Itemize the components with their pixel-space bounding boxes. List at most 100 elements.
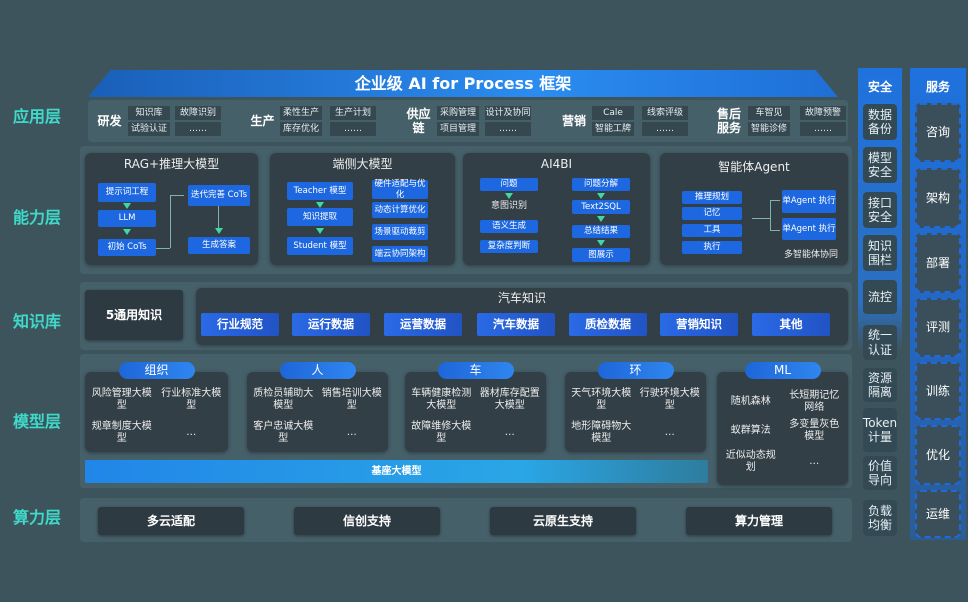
bi-step[interactable]: 语义生成 bbox=[480, 220, 538, 233]
security-item[interactable]: 统一认证 bbox=[863, 325, 897, 360]
app-item[interactable]: 知识库 bbox=[128, 106, 170, 120]
security-item[interactable]: 数据备份 bbox=[863, 104, 897, 140]
app-item[interactable]: 车智见 bbox=[748, 106, 790, 120]
model-item[interactable]: 蚁群算法 bbox=[730, 425, 771, 436]
agent-capability[interactable]: 工具 bbox=[682, 224, 742, 237]
model-item[interactable]: 长短期记忆网络 bbox=[789, 390, 840, 413]
service-item[interactable]: 架构 bbox=[915, 168, 961, 228]
model-item[interactable]: 器材库存配置大模型 bbox=[479, 388, 540, 411]
rag-step[interactable]: 初始 CoTs bbox=[98, 239, 156, 256]
model-item[interactable]: 质检员辅助大模型 bbox=[253, 388, 314, 411]
app-item[interactable]: 试验认证 bbox=[128, 122, 170, 136]
model-item[interactable]: 故障维修大模型 bbox=[411, 421, 472, 444]
edge-feature[interactable]: 端云协同架构 bbox=[372, 246, 428, 262]
service-item[interactable]: 评测 bbox=[915, 298, 961, 357]
service-item[interactable]: 部署 bbox=[915, 233, 961, 293]
model-item[interactable]: 行业标准大模型 bbox=[161, 388, 222, 411]
app-item[interactable]: 故障预警 bbox=[800, 106, 846, 120]
app-item[interactable]: …… bbox=[800, 122, 846, 136]
edge-feature[interactable]: 动态计算优化 bbox=[372, 202, 428, 218]
compute-item[interactable]: 算力管理 bbox=[686, 507, 832, 535]
app-item[interactable]: …… bbox=[175, 122, 221, 136]
model-category-pill[interactable]: 车 bbox=[437, 362, 514, 379]
rag-step[interactable]: 提示词工程 bbox=[98, 183, 156, 202]
model-item[interactable]: … bbox=[664, 427, 675, 438]
knowledge-item[interactable]: 运营数据 bbox=[384, 313, 462, 336]
security-item[interactable]: 资源隔离 bbox=[863, 368, 897, 402]
model-item[interactable]: … bbox=[504, 427, 515, 438]
model-item[interactable]: 近似动态规划 bbox=[725, 450, 776, 473]
agent-capability[interactable]: 记忆 bbox=[682, 207, 742, 220]
compute-item[interactable]: 云原生支持 bbox=[490, 507, 636, 535]
service-item[interactable]: 优化 bbox=[915, 425, 961, 485]
bi-step[interactable]: 图展示 bbox=[572, 248, 630, 262]
model-item[interactable]: … bbox=[346, 427, 357, 438]
rag-step[interactable]: LLM bbox=[98, 210, 156, 227]
app-item[interactable]: 智能诊修 bbox=[748, 122, 790, 136]
model-item[interactable]: 地形障碍物大模型 bbox=[571, 421, 632, 444]
edge-step[interactable]: 知识提取 bbox=[287, 208, 353, 226]
app-item[interactable]: 项目管理 bbox=[437, 122, 479, 136]
app-item[interactable]: 设计及协同 bbox=[485, 106, 531, 120]
knowledge-item[interactable]: 质检数据 bbox=[569, 313, 647, 336]
edge-step[interactable]: Teacher 模型 bbox=[287, 182, 353, 200]
app-item[interactable]: Cale bbox=[592, 106, 634, 120]
bi-step[interactable]: 复杂度判断 bbox=[480, 240, 538, 253]
model-category-pill[interactable]: 组织 bbox=[118, 362, 195, 379]
model-item[interactable]: 风险管理大模型 bbox=[91, 388, 152, 411]
app-item[interactable]: 库存优化 bbox=[280, 122, 322, 136]
security-item[interactable]: 流控 bbox=[863, 280, 897, 314]
model-item[interactable]: 行驶环境大模型 bbox=[639, 388, 700, 411]
model-item[interactable]: 天气环境大模型 bbox=[571, 388, 632, 411]
base-model-bar[interactable]: 基座大模型 bbox=[85, 460, 708, 483]
model-item[interactable]: 随机森林 bbox=[730, 396, 771, 407]
security-item[interactable]: 模型安全 bbox=[863, 147, 897, 183]
agent-executor[interactable]: 单Agent 执行 bbox=[782, 190, 836, 213]
security-item[interactable]: 知识围栏 bbox=[863, 235, 897, 271]
app-item[interactable]: 线索评级 bbox=[642, 106, 688, 120]
app-item[interactable]: …… bbox=[485, 122, 531, 136]
knowledge-item[interactable]: 行业规范 bbox=[201, 313, 279, 336]
agent-capability[interactable]: 执行 bbox=[682, 241, 742, 254]
bi-step[interactable]: 问题 bbox=[480, 178, 538, 191]
bi-step[interactable]: 总结结果 bbox=[572, 225, 630, 238]
model-item[interactable]: 客户忠诚大模型 bbox=[253, 421, 314, 444]
model-item[interactable]: … bbox=[186, 427, 197, 438]
agent-executor[interactable]: 单Agent 执行 bbox=[782, 218, 836, 240]
knowledge-item[interactable]: 其他 bbox=[752, 313, 830, 336]
knowledge-item[interactable]: 运行数据 bbox=[292, 313, 370, 336]
knowledge-item[interactable]: 营销知识 bbox=[660, 313, 738, 336]
edge-feature[interactable]: 场景驱动裁剪 bbox=[372, 224, 428, 240]
app-item[interactable]: 采购管理 bbox=[437, 106, 479, 120]
app-item[interactable]: …… bbox=[330, 122, 376, 136]
agent-capability[interactable]: 推理规划 bbox=[682, 191, 742, 204]
model-item[interactable]: 规章制度大模型 bbox=[91, 421, 152, 444]
general-knowledge-box[interactable]: 5通用知识 bbox=[85, 290, 183, 340]
edge-feature[interactable]: 硬件适配与优化 bbox=[372, 179, 428, 200]
app-item[interactable]: 生产计划 bbox=[330, 106, 376, 120]
model-item[interactable]: 多变量灰色模型 bbox=[789, 419, 840, 442]
app-item[interactable]: 智能工牌 bbox=[592, 122, 634, 136]
bi-step[interactable]: 问题分解 bbox=[572, 178, 630, 191]
model-category-pill[interactable]: 环 bbox=[597, 362, 674, 379]
edge-step[interactable]: Student 模型 bbox=[287, 237, 353, 255]
service-item[interactable]: 咨询 bbox=[915, 103, 961, 162]
security-item[interactable]: 负载均衡 bbox=[863, 500, 897, 536]
app-item[interactable]: …… bbox=[642, 122, 688, 136]
model-category-pill[interactable]: 人 bbox=[279, 362, 356, 379]
app-item[interactable]: 柔性生产 bbox=[280, 106, 322, 120]
compute-item[interactable]: 信创支持 bbox=[294, 507, 440, 535]
rag-step[interactable]: 生成答案 bbox=[188, 237, 250, 254]
model-item[interactable]: … bbox=[809, 456, 820, 467]
security-item[interactable]: Token计量 bbox=[863, 408, 897, 452]
knowledge-item[interactable]: 汽车数据 bbox=[477, 313, 555, 336]
service-item[interactable]: 训练 bbox=[915, 362, 961, 420]
bi-step[interactable]: Text2SQL bbox=[572, 200, 630, 214]
service-item[interactable]: 运维 bbox=[915, 490, 961, 538]
app-item[interactable]: 故障识别 bbox=[175, 106, 221, 120]
model-item[interactable]: 车辆健康检测大模型 bbox=[411, 388, 472, 411]
rag-step[interactable]: 迭代完善 CoTs bbox=[188, 185, 250, 206]
compute-item[interactable]: 多云适配 bbox=[98, 507, 244, 535]
security-item[interactable]: 价值导向 bbox=[863, 456, 897, 490]
model-category-pill[interactable]: ML bbox=[744, 362, 821, 379]
